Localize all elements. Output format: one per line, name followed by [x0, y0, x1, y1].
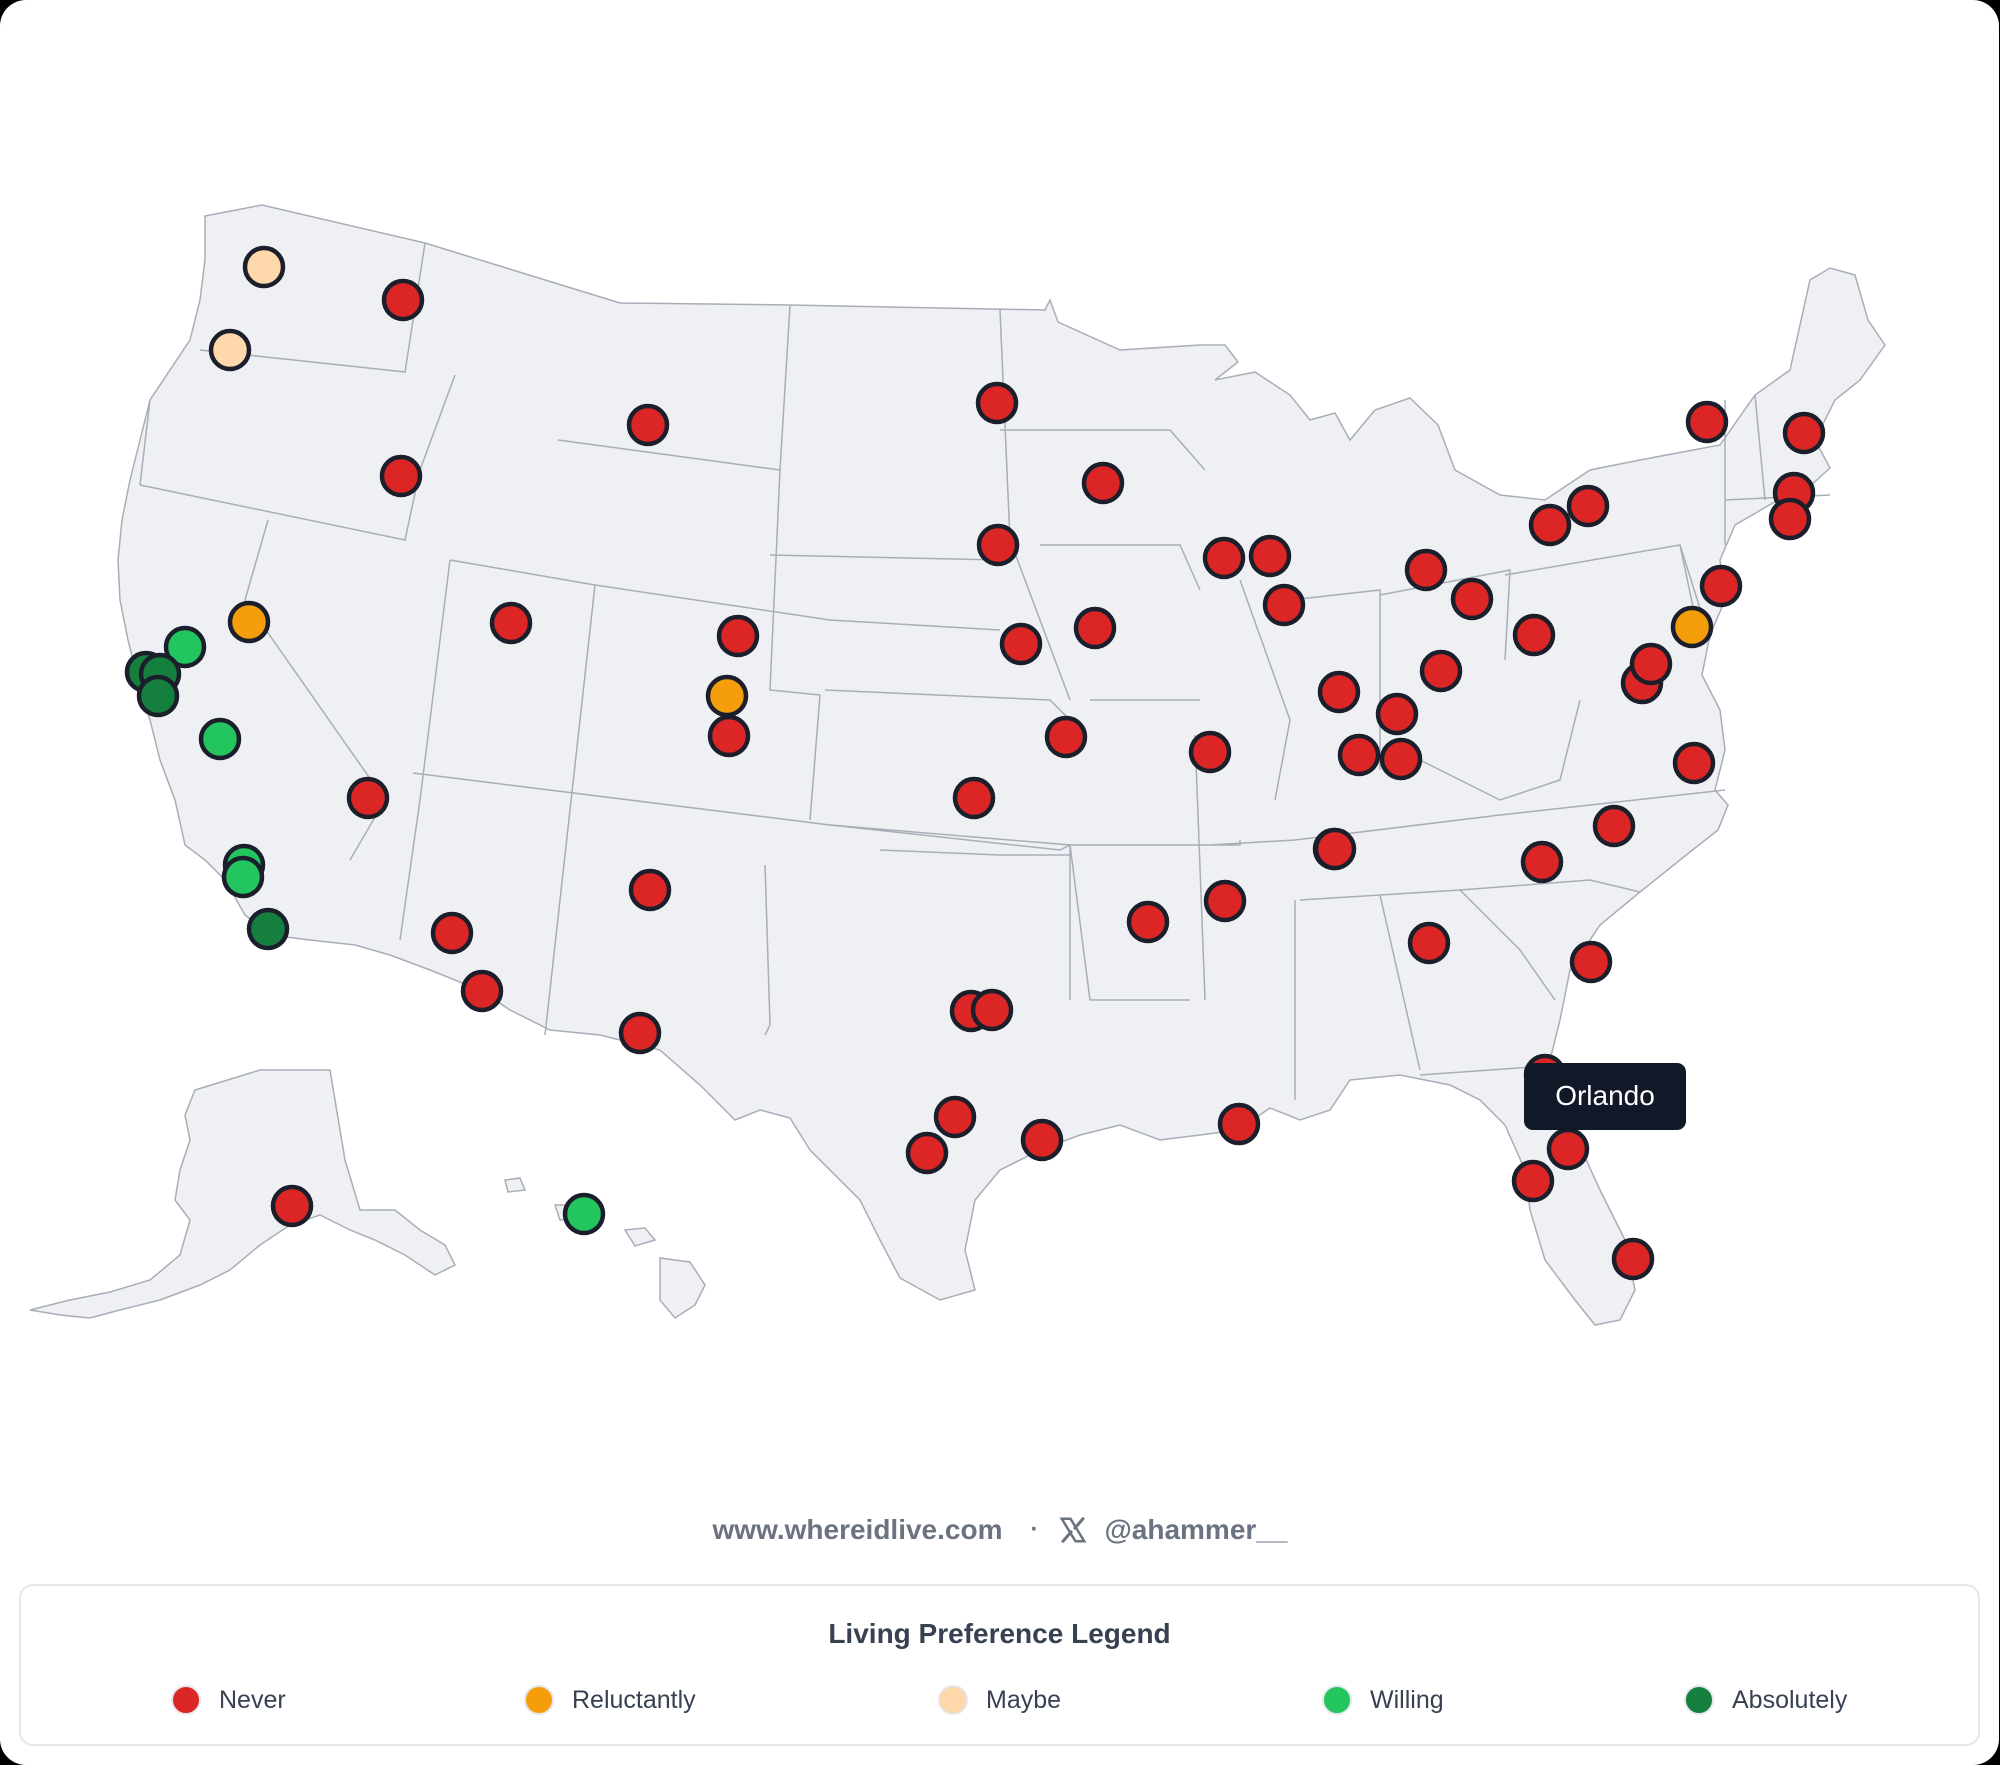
marker-fort-collins[interactable]: Fort Collins [716, 614, 760, 658]
marker-albuquerque[interactable]: Albuquerque [628, 868, 672, 912]
marker-burlington[interactable]: Burlington [1685, 400, 1729, 444]
marker-spokane[interactable]: Spokane [381, 278, 425, 322]
marker-minneapolis[interactable]: Minneapolis [1081, 461, 1125, 505]
legend-item-absolutely: Absolutely [1684, 1680, 1847, 1720]
marker-madison[interactable]: Madison [1202, 536, 1246, 580]
hawaii-maui-shape [623, 1227, 657, 1247]
legend-panel: Living Preference Legend Never Reluctant… [19, 1584, 1980, 1746]
marker-lexington[interactable]: Lexington [1379, 737, 1423, 781]
marker-austin[interactable]: Austin [933, 1095, 977, 1139]
legend-swatch-willing [1322, 1685, 1352, 1715]
map-area[interactable]: Seattle Portland Spokane Boise Reno Sacrament… [0, 0, 1999, 1460]
legend-label-willing: Willing [1370, 1685, 1444, 1714]
marker-buffalo[interactable]: Buffalo [1528, 503, 1572, 547]
marker-orlando[interactable]: Orlando [1546, 1127, 1590, 1171]
footer-separator: · [1030, 1516, 1039, 1543]
marker-phoenix[interactable]: Phoenix [430, 911, 474, 955]
marker-oklahoma-city[interactable]: Oklahoma City [1126, 900, 1170, 944]
marker-sioux-falls[interactable]: Sioux Falls [976, 523, 1020, 567]
marker-cleveland[interactable]: Cleveland [1450, 577, 1494, 621]
marker-wichita[interactable]: Wichita [952, 776, 996, 820]
marker-providence[interactable]: Providence [1768, 497, 1812, 541]
legend-swatch-never [171, 1685, 201, 1715]
marker-fresno[interactable]: Fresno [198, 717, 242, 761]
marker-reno[interactable]: Reno [227, 600, 271, 644]
marker-las-vegas[interactable]: Las Vegas [346, 776, 390, 820]
us-map[interactable]: Seattle Portland Spokane Boise Reno Sacrament… [0, 0, 1999, 1460]
marker-salt-lake-city[interactable]: Salt Lake City [489, 601, 533, 645]
marker-colorado-springs[interactable]: Colorado Springs [707, 714, 751, 758]
marker-tucson[interactable]: Tucson [460, 969, 504, 1013]
footer: www.whereidlive.com · @ahammer__ [0, 1505, 1999, 1555]
marker-denver[interactable]: Denver [705, 674, 749, 718]
marker-louisville[interactable]: Louisville [1337, 733, 1381, 777]
land-shapes [29, 204, 1886, 1326]
contiguous-us-shape [117, 204, 1886, 1326]
legend-label-reluctantly: Reluctantly [572, 1685, 696, 1714]
marker-milwaukee[interactable]: Milwaukee [1248, 534, 1292, 578]
location-markers: Seattle Portland Spokane Boise Reno Sacrament… [124, 245, 1826, 1281]
marker-nashville[interactable]: Nashville [1313, 827, 1357, 871]
site-link[interactable]: www.whereidlive.com [712, 1514, 1003, 1545]
marker-long-beach[interactable]: Long Beach [221, 855, 265, 899]
marker-rochester[interactable]: Rochester [1566, 484, 1610, 528]
marker-san-jose[interactable]: San Jose [136, 674, 180, 718]
legend-item-maybe: Maybe [938, 1680, 1061, 1720]
marker-virginia-beach[interactable]: Virginia Beach [1672, 741, 1716, 785]
marker-omaha[interactable]: Omaha [999, 622, 1043, 666]
legend-item-reluctantly: Reluctantly [524, 1680, 696, 1720]
marker-honolulu[interactable]: Honolulu [562, 1192, 606, 1236]
legend-label-maybe: Maybe [986, 1685, 1062, 1714]
marker-new-orleans[interactable]: New Orleans [1217, 1102, 1261, 1146]
legend-label-never: Never [219, 1685, 286, 1714]
marker-atlanta[interactable]: Atlanta [1407, 921, 1451, 965]
marker-chicago[interactable]: Chicago [1262, 583, 1306, 627]
marker-pittsburgh[interactable]: Pittsburgh [1512, 613, 1556, 657]
marker-detroit[interactable]: Detroit [1404, 548, 1448, 592]
marker-des-moines[interactable]: Des Moines [1073, 606, 1117, 650]
marker-billings[interactable]: Billings [626, 403, 670, 447]
legend-swatch-reluctantly [524, 1685, 554, 1715]
legend-label-absolutely: Absolutely [1732, 1685, 1848, 1714]
twitter-handle-link[interactable]: @ahammer__ [1104, 1514, 1288, 1545]
marker-philadelphia[interactable]: Philadelphia [1670, 605, 1714, 649]
marker-anchorage[interactable]: Anchorage [270, 1184, 314, 1228]
legend-item-willing: Willing [1322, 1680, 1444, 1720]
marker-san-antonio[interactable]: San Antonio [905, 1131, 949, 1175]
marker-little-rock[interactable]: Little Rock [1203, 879, 1247, 923]
hawaii-big-island-shape [659, 1257, 706, 1319]
marker-new-york[interactable]: New York [1699, 564, 1743, 608]
marker-fargo[interactable]: Fargo [975, 381, 1019, 425]
marker-san-diego[interactable]: San Diego [246, 907, 290, 951]
marker-tampa[interactable]: Tampa [1511, 1159, 1555, 1203]
location-tooltip: Orlando [1524, 1063, 1686, 1130]
marker-kansas-city[interactable]: Kansas City [1044, 715, 1088, 759]
marker-seattle[interactable]: Seattle [242, 245, 286, 289]
marker-miami[interactable]: Miami [1611, 1237, 1655, 1281]
legend-item-never: Never [171, 1680, 286, 1720]
marker-st-louis[interactable]: St. Louis [1188, 730, 1232, 774]
marker-portland[interactable]: Portland [208, 328, 252, 372]
marker-sacramento[interactable]: Sacramento [163, 625, 207, 669]
hawaii-kauai-shape [504, 1177, 527, 1193]
marker-evansville[interactable]: Evansville [1375, 692, 1419, 736]
legend-swatch-maybe [938, 1685, 968, 1715]
alaska-shape [29, 1069, 457, 1319]
marker-portland-me[interactable]: Portland ME [1782, 411, 1826, 455]
x-logo-icon[interactable] [1058, 1515, 1088, 1545]
marker-raleigh[interactable]: Raleigh [1592, 804, 1636, 848]
marker-washington-dc[interactable]: Washington DC [1629, 642, 1673, 686]
marker-indianapolis[interactable]: Indianapolis [1317, 670, 1361, 714]
legend-swatch-absolutely [1684, 1685, 1714, 1715]
marker-charleston[interactable]: Charleston [1569, 940, 1613, 984]
marker-fort-worth[interactable]: Fort Worth [970, 988, 1014, 1032]
marker-houston[interactable]: Houston [1020, 1118, 1064, 1162]
marker-boise[interactable]: Boise [379, 454, 423, 498]
marker-columbus[interactable]: Columbus [1419, 649, 1463, 693]
marker-charlotte[interactable]: Charlotte [1520, 840, 1564, 884]
legend-title: Living Preference Legend [828, 1618, 1171, 1649]
marker-el-paso[interactable]: El Paso [618, 1011, 662, 1055]
